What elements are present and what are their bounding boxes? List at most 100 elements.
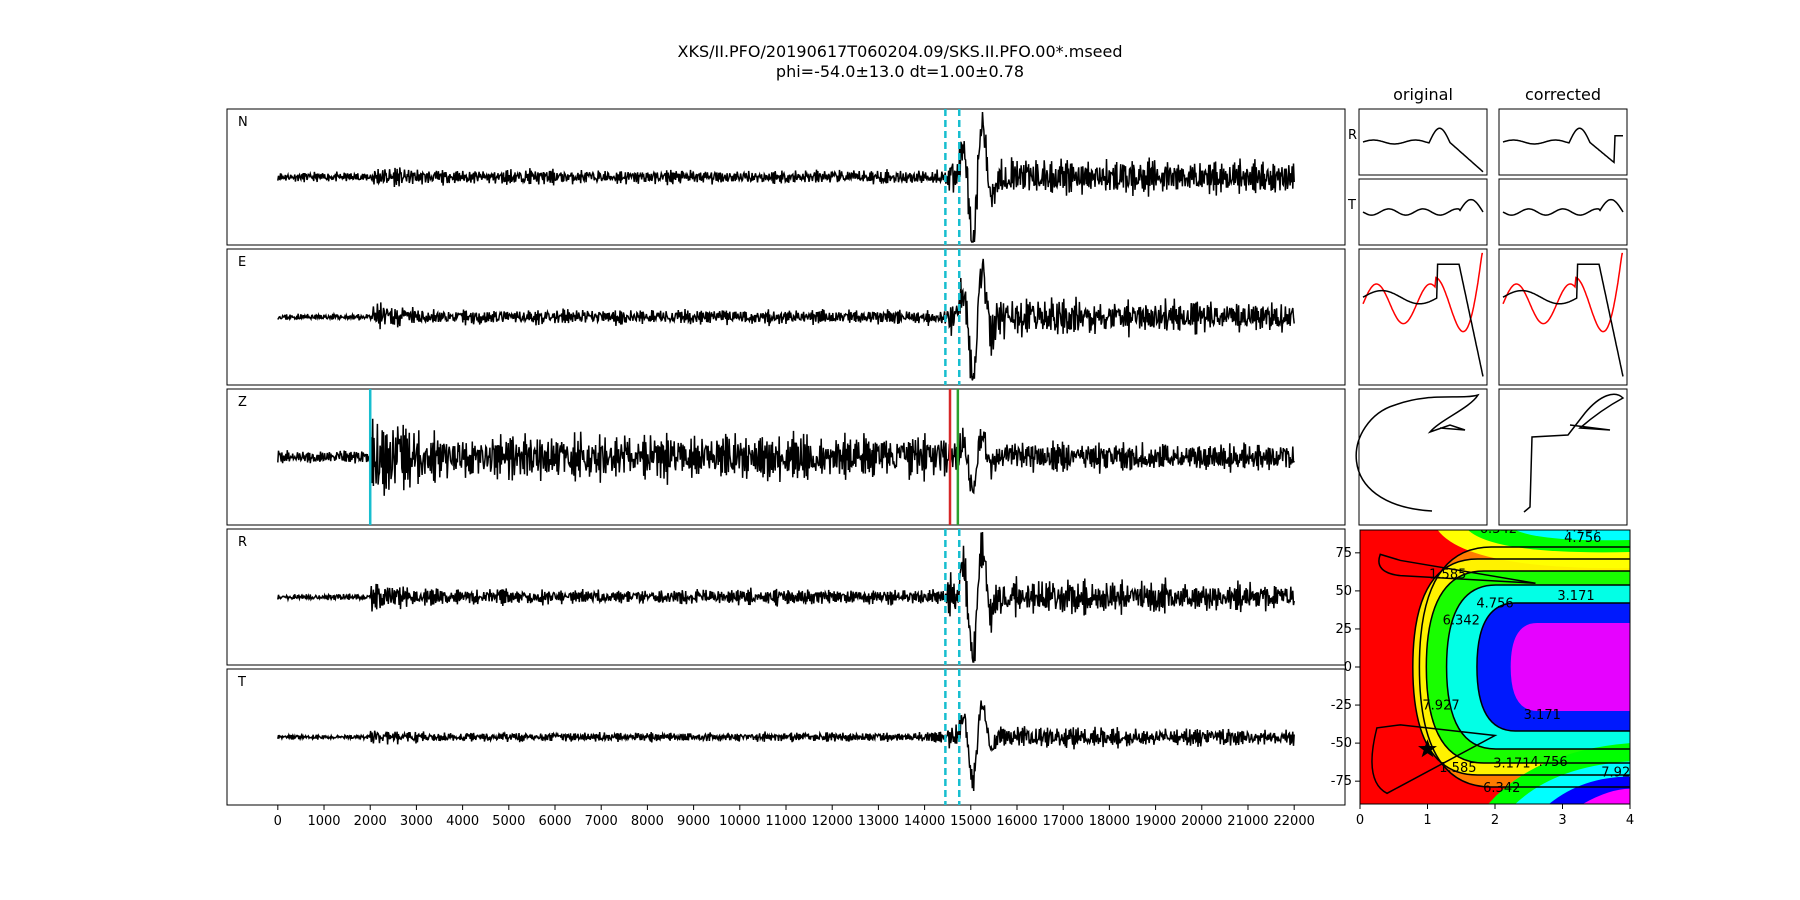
trace-panel-t: T	[226, 668, 1346, 806]
trace-channel-label: E	[238, 255, 246, 270]
trace-line-n	[277, 111, 1295, 243]
contour-label-13: 7.927	[1601, 766, 1638, 781]
trace-panel-z: Z	[226, 388, 1346, 526]
particle-panel-frame	[1498, 178, 1628, 246]
error-surface-panel: 1.5851.5853.1713.1713.1714.7564.7564.756…	[1331, 521, 1638, 828]
x-tick-label: 6000	[538, 814, 571, 829]
radial-trace-0	[1362, 127, 1484, 173]
trace-channel-label: Z	[238, 395, 247, 410]
x-tick-label: 10000	[719, 814, 760, 829]
trace-line-z	[277, 418, 1295, 496]
contour-band-1	[1412, 558, 1630, 776]
radial-trace-1	[1502, 127, 1623, 164]
contour-min-upper	[1378, 553, 1536, 585]
x-tick-label: 4000	[446, 814, 479, 829]
es-y-tick-label: 50	[1335, 584, 1352, 599]
x-tick-label: 11000	[765, 814, 806, 829]
contour-label-9: 6.342	[1483, 781, 1520, 796]
particle-panels: original corrected R T	[1347, 85, 1628, 526]
particle-motion-original	[1355, 393, 1480, 512]
es-x-tick-label: 3	[1558, 813, 1566, 828]
es-y-tick-label: 75	[1335, 546, 1352, 561]
x-tick-label: 14000	[904, 814, 945, 829]
trace-channel-label: R	[238, 535, 247, 550]
es-x-tick-label: 2	[1491, 813, 1499, 828]
x-tick-label: 1000	[307, 814, 340, 829]
es-y-tick-label: 25	[1335, 622, 1352, 637]
contour-label-10: 6.342	[1480, 522, 1517, 537]
trace-channel-label: T	[237, 675, 246, 690]
trace-panel-e: E	[226, 248, 1346, 386]
contour-band-2	[1425, 570, 1630, 764]
trace-channel-label: N	[238, 115, 248, 130]
particle-panel-frame	[1358, 388, 1488, 526]
column-title-corrected: corrected	[1525, 85, 1601, 104]
es-y-tick-label: -50	[1331, 736, 1352, 751]
trace-panel-frame	[226, 108, 1346, 246]
small-panel-label-t: T	[1347, 198, 1356, 213]
trace-panel-frame	[226, 248, 1346, 386]
es-y-tick-label: 0	[1344, 660, 1352, 675]
x-tick-label: 18000	[1089, 814, 1130, 829]
contour-label-0: 1.585	[1429, 568, 1466, 583]
contour-min-lower	[1371, 724, 1498, 795]
overlay-red-1	[1502, 252, 1623, 333]
x-tick-label: 8000	[631, 814, 664, 829]
trace-panel-n: N	[226, 108, 1346, 246]
x-tick-label: 13000	[858, 814, 899, 829]
es-x-tick-label: 0	[1356, 813, 1364, 828]
contour-lines	[1371, 546, 1630, 795]
x-tick-label: 15000	[950, 814, 991, 829]
contour-label-7: 4.756	[1530, 755, 1567, 770]
es-x-tick-label: 1	[1423, 813, 1431, 828]
x-tick-label: 2000	[354, 814, 387, 829]
transverse-trace-1	[1502, 198, 1624, 216]
column-title-original: original	[1393, 85, 1453, 104]
particle-panel-frame	[1358, 178, 1488, 246]
contour-band-0	[1418, 546, 1630, 788]
trace-line-r	[277, 531, 1295, 663]
x-tick-label: 21000	[1227, 814, 1268, 829]
contour-label-11: 7.927	[1564, 521, 1601, 536]
particle-panel-frame	[1498, 388, 1628, 526]
particle-panel-frame	[1498, 248, 1628, 386]
contour-label-5: 4.756	[1564, 531, 1601, 546]
particle-panel-frame	[1498, 108, 1628, 176]
contour-label-8: 6.342	[1443, 613, 1480, 628]
es-y-tick-label: -25	[1331, 698, 1352, 713]
trace-panels: N E Z R T 0 1000 2000 3000 4000 5000 6000 7000 8000 90…	[226, 108, 1346, 829]
trace-panel-frame	[226, 388, 1346, 526]
surface-bottom-lobe-4	[1582, 788, 1630, 804]
contour-band-3	[1445, 584, 1630, 750]
contour-label-2: 3.171	[1557, 589, 1594, 604]
x-tick-label: 22000	[1274, 814, 1315, 829]
overlay-black-0	[1362, 263, 1484, 377]
particle-panel-frame	[1358, 248, 1488, 386]
x-tick-label: 20000	[1181, 814, 1222, 829]
es-y-tick-label: -75	[1331, 774, 1352, 789]
minimum-star	[1418, 739, 1437, 758]
trace-panel-r: R	[226, 528, 1346, 666]
contour-label-4: 3.171	[1493, 756, 1530, 771]
contour-label-12: 7.927	[1422, 699, 1459, 714]
overlay-red-0	[1362, 252, 1483, 333]
x-tick-label: 12000	[812, 814, 853, 829]
x-tick-label: 17000	[1043, 814, 1084, 829]
contour-label-6: 4.756	[1476, 597, 1513, 612]
surface-top-lobe-3	[1515, 530, 1630, 541]
chart-title: XKS/II.PFO/20190617T060204.09/SKS.II.PFO…	[677, 42, 1123, 61]
surface-band-5	[1510, 623, 1630, 711]
es-x-tick-label: 4	[1626, 813, 1634, 828]
transverse-trace-0	[1362, 198, 1484, 216]
x-tick-label: 9000	[677, 814, 710, 829]
contour-label-3: 3.171	[1524, 708, 1561, 723]
trace-line-t	[277, 700, 1295, 792]
contour-label-1: 1.585	[1439, 761, 1476, 776]
contour-band-4	[1476, 602, 1630, 732]
x-tick-label: 0	[274, 814, 282, 829]
particle-motion-corrected	[1523, 393, 1625, 513]
x-tick-label: 19000	[1135, 814, 1176, 829]
overlay-black-1	[1502, 263, 1624, 377]
x-tick-label: 5000	[492, 814, 525, 829]
